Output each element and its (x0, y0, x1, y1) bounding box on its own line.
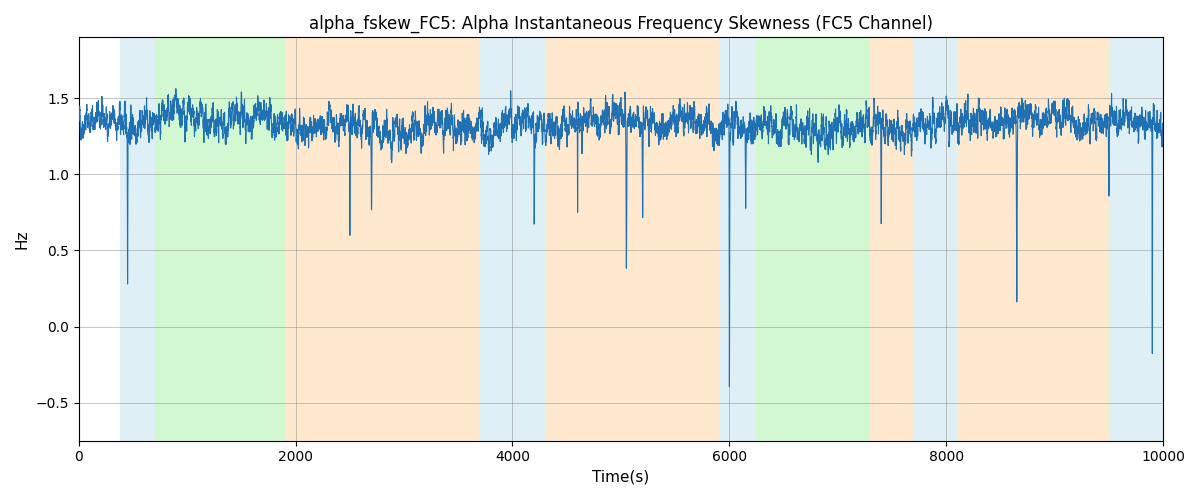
Y-axis label: Hz: Hz (14, 230, 30, 249)
Bar (719, 38, 756, 440)
X-axis label: Time(s): Time(s) (593, 470, 649, 485)
Bar (480, 38, 545, 440)
Bar (545, 38, 719, 440)
Bar (120, 38, 155, 440)
Bar (958, 38, 1109, 440)
Bar (756, 38, 870, 440)
Bar (913, 38, 958, 440)
Bar (155, 38, 284, 440)
Bar (1109, 38, 1163, 440)
Bar (870, 38, 913, 440)
Bar (284, 38, 480, 440)
Title: alpha_fskew_FC5: Alpha Instantaneous Frequency Skewness (FC5 Channel): alpha_fskew_FC5: Alpha Instantaneous Fre… (308, 15, 932, 34)
